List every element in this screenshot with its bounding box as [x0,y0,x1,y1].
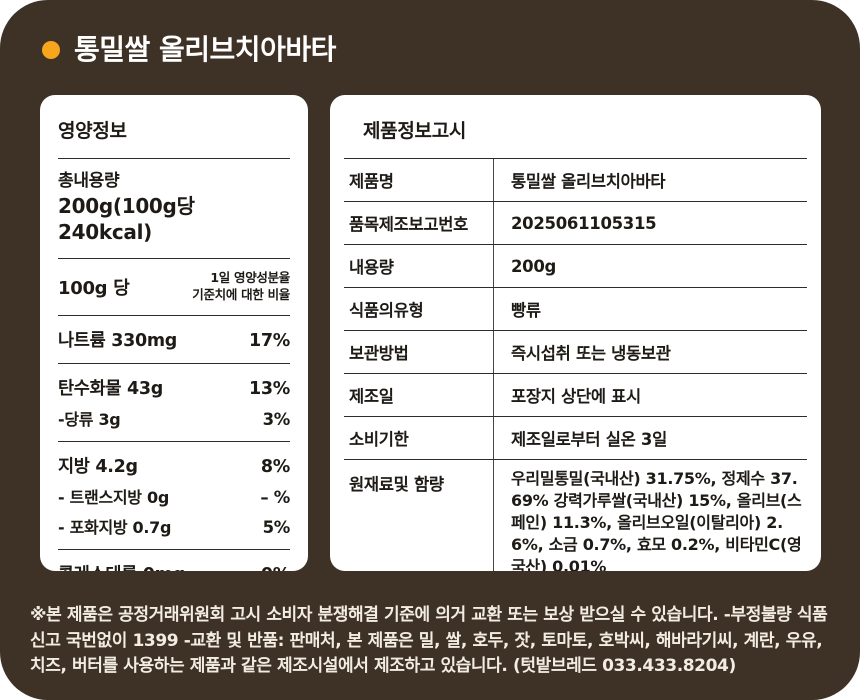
table-row: 내용량 200g [344,244,807,287]
table-row-ingredients: 원재료및 함량 우리밀통밀(국내산) 31.75%, 정제수 37.69% 강력… [344,459,807,571]
daily-value-note: 1일 영양성분율 기준치에 대한 비율 [192,270,290,304]
nutrient-group-fat: 지방 4.2g 8% - 트랜스지방 0g – % - 포화지방 0.7g 5% [58,442,290,550]
row-value: 포장지 상단에 표시 [493,374,807,416]
bullet-dot-icon [42,41,60,59]
nutrient-row: 나트륨 330mg 17% [58,324,290,355]
nutrient-group-carbs: 탄수화물 43g 13% -당류 3g 3% [58,364,290,442]
title-row: 통밀쌀 올리브치아바타 [42,36,336,64]
row-label: 소비기한 [349,430,409,449]
table-row: 소비기한 제조일로부터 실온 3일 [344,416,807,459]
row-label: 제조일 [349,387,394,406]
nutrient-subrow: -당류 3g 3% [58,403,290,433]
row-label: 내용량 [349,258,394,277]
daily-value-note-line1: 1일 영양성분율 [210,269,290,285]
nutrient-percent: 13% [249,378,290,399]
total-amount-block: 총내용량 200g(100g당 240kcal) [58,159,290,259]
product-info-heading: 제품정보고시 [344,95,807,159]
nutrient-row: 지방 4.2g 8% [58,450,290,481]
nutrient-label: 콜레스테롤 0mg [58,561,185,571]
total-amount-value: 200g(100g당 240kcal) [58,193,195,244]
footer-disclaimer: ※본 제품은 공정거래위원회 고시 소비자 분쟁해결 기준에 의거 교환 또는 … [30,605,828,676]
nutrition-heading: 영양정보 [58,95,290,159]
nutrient-group-cholesterol: 콜레스테롤 0mg 0% [58,550,290,571]
product-info-table: 제품명 통밀쌀 올리브치아바타 품목제조보고번호 2025061105315 내… [344,159,807,571]
table-row: 제조일 포장지 상단에 표시 [344,373,807,416]
nutrient-group-sodium: 나트륨 330mg 17% [58,316,290,364]
nutrient-row: 콜레스테롤 0mg 0% [58,558,290,571]
total-amount-label: 총내용량 [58,171,120,191]
row-value: 빵류 [493,288,807,330]
row-value: 제조일로부터 실온 3일 [493,417,807,459]
nutrient-label: 나트륨 330mg [58,330,177,351]
row-value: 2025061105315 [493,202,807,244]
row-value: 즉시섭취 또는 냉동보관 [493,331,807,373]
row-label: 원재료및 함량 [349,475,444,494]
daily-value-note-line2: 기준치에 대한 비율 [192,286,290,302]
nutrient-percent: 17% [249,330,290,351]
nutrient-percent: 5% [262,517,291,537]
nutrient-row: 탄수화물 43g 13% [58,372,290,403]
table-row: 식품의유형 빵류 [344,287,807,330]
page-title: 통밀쌀 올리브치아바타 [74,33,336,66]
nutrient-subrow: - 트랜스지방 0g – % [58,481,290,511]
nutrient-label: - 트랜스지방 0g [58,487,169,507]
nutrient-label: -당류 3g [58,409,121,429]
nutrient-percent: – % [260,487,290,507]
serving-label: 100g 당 [58,277,130,299]
table-row: 제품명 통밀쌀 올리브치아바타 [344,159,807,201]
table-row: 품목제조보고번호 2025061105315 [344,201,807,244]
row-value: 우리밀통밀(국내산) 31.75%, 정제수 37.69% 강력가루쌀(국내산)… [493,460,807,571]
product-info-card: 제품정보고시 제품명 통밀쌀 올리브치아바타 품목제조보고번호 20250611… [330,95,821,571]
row-label: 제품명 [349,172,394,191]
nutrient-label: 탄수화물 43g [58,378,163,399]
row-label: 보관방법 [349,344,409,363]
nutrient-percent: 3% [262,409,291,429]
nutrient-label: 지방 4.2g [58,456,138,477]
row-label: 품목제조보고번호 [349,215,469,234]
row-value: 통밀쌀 올리브치아바타 [493,159,807,201]
nutrient-label: - 포화지방 0.7g [58,517,172,537]
nutrition-card: 영양정보 총내용량 200g(100g당 240kcal) 100g 당 1일 … [40,95,308,571]
nutrient-percent: 0% [261,565,290,571]
row-value: 200g [493,245,807,287]
nutrient-percent: 8% [260,456,290,477]
serving-row: 100g 당 1일 영양성분율 기준치에 대한 비율 [58,259,290,316]
row-label: 식품의유형 [349,301,424,320]
nutrient-subrow: - 포화지방 0.7g 5% [58,511,290,541]
table-row: 보관방법 즉시섭취 또는 냉동보관 [344,330,807,373]
